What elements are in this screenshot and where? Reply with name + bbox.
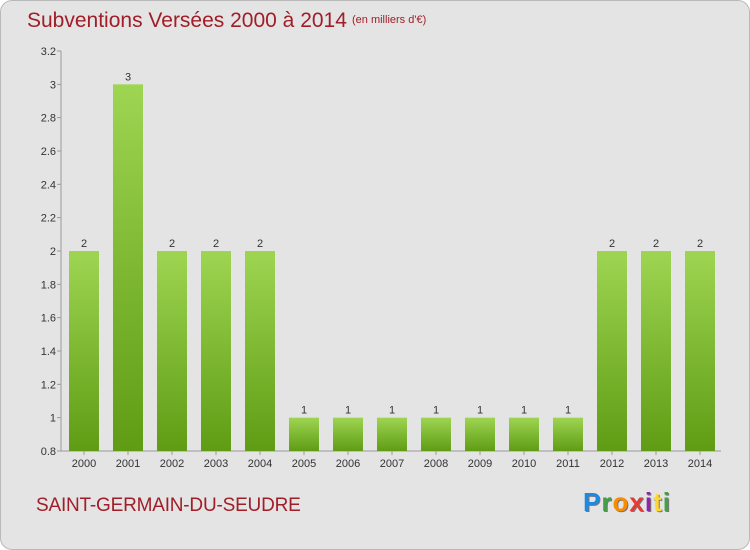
x-tick-label: 2002 xyxy=(160,458,184,470)
bar xyxy=(553,417,583,451)
bar xyxy=(465,417,495,451)
x-tick-label: 2014 xyxy=(688,458,712,470)
bar xyxy=(641,251,671,451)
y-tick-label: 3 xyxy=(50,79,56,91)
x-tick-label: 2009 xyxy=(468,458,492,470)
chart-title: Subventions Versées 2000 à 2014 xyxy=(27,9,347,32)
x-tick-label: 2000 xyxy=(72,458,96,470)
bar xyxy=(69,251,99,451)
bar xyxy=(245,251,275,451)
bar xyxy=(421,417,451,451)
bar xyxy=(157,251,187,451)
bar-value-label: 1 xyxy=(345,405,351,417)
x-tick-label: 2008 xyxy=(424,458,448,470)
x-tick-label: 2007 xyxy=(380,458,404,470)
y-tick-label: 1 xyxy=(50,413,56,425)
bar-value-label: 1 xyxy=(477,405,483,417)
bar-value-label: 2 xyxy=(609,238,615,250)
x-tick-label: 2012 xyxy=(600,458,624,470)
bar xyxy=(509,417,539,451)
bar-value-label: 1 xyxy=(433,405,439,417)
chart-bars xyxy=(69,84,715,451)
bar xyxy=(597,251,627,451)
y-tick-label: 2.6 xyxy=(41,146,56,158)
y-tick-label: 2.8 xyxy=(41,113,56,125)
logo-letter: t xyxy=(653,487,663,517)
commune-name: SAINT-GERMAIN-DU-SEUDRE xyxy=(36,495,301,516)
y-tick-label: 2.4 xyxy=(41,179,56,191)
logo-letter: x xyxy=(629,487,645,517)
x-tick-label: 2011 xyxy=(556,458,580,470)
y-tick-label: 1.4 xyxy=(41,346,56,358)
bar xyxy=(289,417,319,451)
bar-value-label: 1 xyxy=(521,405,527,417)
y-tick-label: 1.6 xyxy=(41,313,56,325)
x-tick-label: 2004 xyxy=(248,458,272,470)
x-tick-label: 2003 xyxy=(204,458,228,470)
y-tick-label: 2 xyxy=(50,246,56,258)
y-tick-label: 3.2 xyxy=(41,46,56,58)
y-tick-label: 1.8 xyxy=(41,279,56,291)
bar-value-label: 2 xyxy=(169,238,175,250)
bar xyxy=(113,84,143,451)
x-tick-label: 2001 xyxy=(116,458,140,470)
x-tick-label: 2006 xyxy=(336,458,360,470)
bar xyxy=(333,417,363,451)
y-tick-label: 2.2 xyxy=(41,213,56,225)
logo-letter: i xyxy=(644,487,654,517)
bar-value-label: 2 xyxy=(81,238,87,250)
bar xyxy=(685,251,715,451)
y-tick-label: 1.2 xyxy=(41,379,56,391)
chart-value-labels: 2 3 2 2 2 1 1 1 1 1 1 1 2 2 2 xyxy=(81,71,703,416)
x-tick-label: 2005 xyxy=(292,458,316,470)
bar-value-label: 2 xyxy=(697,238,703,250)
bar xyxy=(201,251,231,451)
bar-value-label: 1 xyxy=(301,405,307,417)
bar-value-label: 2 xyxy=(653,238,659,250)
logo-letter: i xyxy=(662,487,671,517)
chart-subtitle: (en milliers d'€) xyxy=(352,14,427,26)
logo-letter: P xyxy=(583,487,602,517)
bar xyxy=(377,417,407,451)
bar-value-label: 1 xyxy=(565,405,571,417)
x-tick-label: 2013 xyxy=(644,458,668,470)
logo-letter: o xyxy=(612,487,630,517)
y-tick-label: 0.8 xyxy=(41,446,56,458)
bar-value-label: 1 xyxy=(389,405,395,417)
logo-letter: r xyxy=(601,487,613,517)
bar-value-label: 3 xyxy=(125,71,131,83)
x-tick-label: 2010 xyxy=(512,458,536,470)
bar-value-label: 2 xyxy=(257,238,263,250)
proxiti-logo: Proxiti xyxy=(583,487,671,518)
bar-value-label: 2 xyxy=(213,238,219,250)
